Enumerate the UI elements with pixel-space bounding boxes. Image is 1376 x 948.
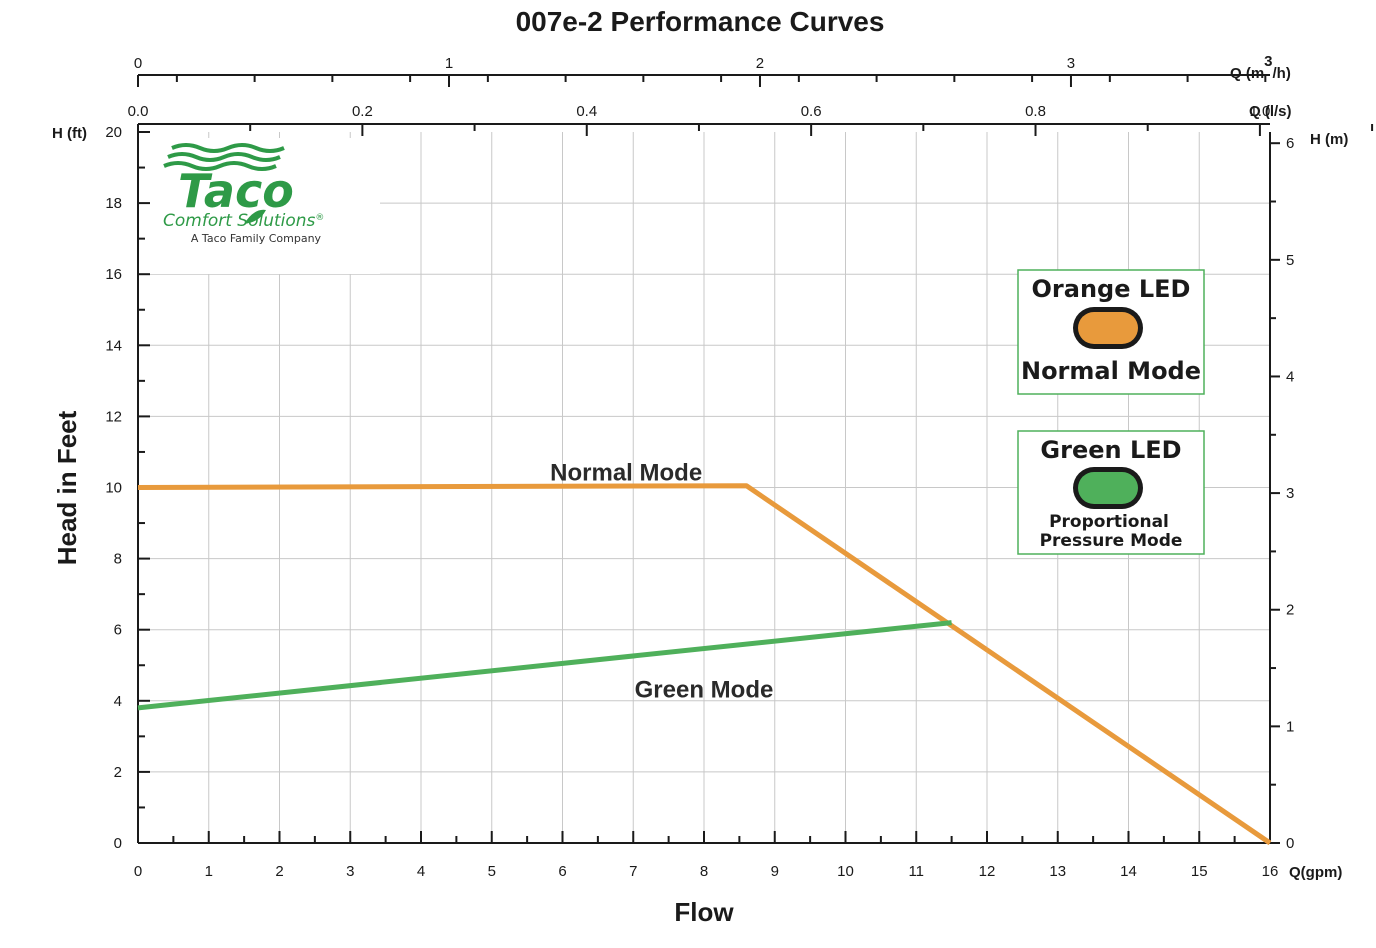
ls-tick-label: 0.2 — [352, 103, 373, 120]
legend-orange-mode-label: Normal Mode — [1021, 357, 1201, 385]
x-tick-label: 9 — [771, 863, 779, 880]
y-axis-title: Head in Feet — [52, 410, 82, 565]
x-tick-label: 8 — [700, 863, 708, 880]
top-ls-unit-label: Q (l/s) — [1249, 103, 1292, 120]
logo-sub: Comfort Solutions® — [163, 211, 324, 231]
x-tick-label: 1 — [205, 863, 213, 880]
x-tick-label: 0 — [134, 863, 142, 880]
legend-green-led-label: Green LED — [1040, 436, 1181, 464]
y-tick-label: 12 — [105, 408, 122, 425]
legend-green-mode-line1: Proportional — [1049, 512, 1169, 532]
x-tick-label: 5 — [488, 863, 496, 880]
ls-tick-label: 0.6 — [801, 103, 822, 120]
top-m3h-unit-label: Q (m3/h) — [1230, 53, 1291, 82]
m3h-tick-label: 1 — [445, 55, 453, 72]
series-group — [137, 483, 1272, 846]
y-tick-label: 14 — [105, 337, 122, 354]
y-unit-label: H (ft) — [52, 125, 87, 142]
y-tick-label: 16 — [105, 266, 122, 283]
right-unit-label: H (m) — [1310, 131, 1348, 148]
m3h-unit-sup: 3 — [1264, 53, 1272, 70]
green-mode-curve-label: Green Mode — [635, 676, 774, 703]
ls-tick-label: 0.8 — [1025, 103, 1046, 120]
y-tick-label: 10 — [105, 480, 122, 497]
m3h-unit-end: /h) — [1273, 65, 1291, 82]
x-tick-label: 3 — [346, 863, 354, 880]
top-ls-axis: 0.00.20.40.60.81.01.2 — [128, 103, 1374, 136]
x-tick-label: 15 — [1191, 863, 1208, 880]
orange-led-icon — [1078, 312, 1138, 344]
m-tick-label: 2 — [1286, 602, 1294, 619]
y-axis: 0 2 4 6 8 10 12 14 16 18 20 — [105, 124, 150, 852]
m3h-tick-label: 3 — [1067, 55, 1075, 72]
y-tick-label: 0 — [114, 835, 122, 852]
x-axis-title: Flow — [674, 897, 734, 927]
leaf-icon — [244, 209, 266, 224]
legend-green: Green LED Proportional Pressure Mode — [1017, 430, 1205, 555]
logo-brand: Taco — [178, 164, 294, 218]
chart-title: 007e-2 Performance Curves — [516, 6, 885, 37]
logo-sub-text: Comfort Solutions — [163, 211, 316, 231]
ls-tick-label: 0.0 — [128, 103, 149, 120]
y-tick-label: 20 — [105, 124, 122, 141]
grid — [138, 132, 1270, 843]
m-tick-label: 3 — [1286, 485, 1294, 502]
m3h-unit-main: Q (m — [1230, 65, 1264, 82]
x-tick-label: 14 — [1120, 863, 1137, 880]
x-tick-label: 10 — [837, 863, 854, 880]
x-tick-label: 4 — [417, 863, 425, 880]
m3h-tick-label: 0 — [134, 55, 142, 72]
x-tick-label: 7 — [629, 863, 637, 880]
green-mode-curve — [137, 620, 952, 711]
x-tick-label: 2 — [275, 863, 283, 880]
x-axis: 0 1 2 3 4 5 6 7 8 9 10 11 12 13 14 15 16 — [134, 831, 1279, 880]
legend-orange: Orange LED Normal Mode — [1017, 269, 1205, 395]
legend-orange-led-label: Orange LED — [1032, 275, 1191, 303]
water-waves-icon — [163, 143, 285, 171]
right-meters-axis: 0 1 2 3 4 5 6 — [1270, 135, 1294, 852]
logo-registered-mark: ® — [315, 213, 324, 223]
y-tick-label: 8 — [114, 551, 122, 568]
x-unit-label: Q(gpm) — [1289, 864, 1342, 881]
x-tick-label: 12 — [979, 863, 996, 880]
m-tick-label: 0 — [1286, 835, 1294, 852]
x-tick-label: 6 — [558, 863, 566, 880]
taco-logo: Taco Comfort Solutions® A Taco Family Co… — [150, 138, 380, 274]
m3h-tick-label: 2 — [756, 55, 764, 72]
x-tick-label: 16 — [1262, 863, 1279, 880]
m-tick-label: 6 — [1286, 135, 1294, 152]
normal-mode-curve — [137, 483, 1272, 846]
m-tick-label: 5 — [1286, 252, 1294, 269]
ls-tick-label: 1.0 — [1249, 103, 1270, 120]
m-tick-label: 1 — [1286, 718, 1294, 735]
y-tick-label: 6 — [114, 622, 122, 639]
legend-green-mode-line2: Pressure Mode — [1040, 531, 1183, 551]
x-tick-label: 13 — [1049, 863, 1066, 880]
green-led-icon — [1078, 472, 1138, 504]
x-tick-label: 11 — [908, 863, 924, 880]
ls-tick-label: 0.4 — [576, 103, 597, 120]
y-tick-label: 4 — [114, 693, 122, 710]
logo-tagline: A Taco Family Company — [191, 232, 322, 245]
normal-mode-curve-label: Normal Mode — [550, 460, 702, 487]
y-tick-label: 2 — [114, 764, 122, 781]
y-tick-label: 18 — [105, 195, 122, 212]
m-tick-label: 4 — [1286, 368, 1294, 385]
